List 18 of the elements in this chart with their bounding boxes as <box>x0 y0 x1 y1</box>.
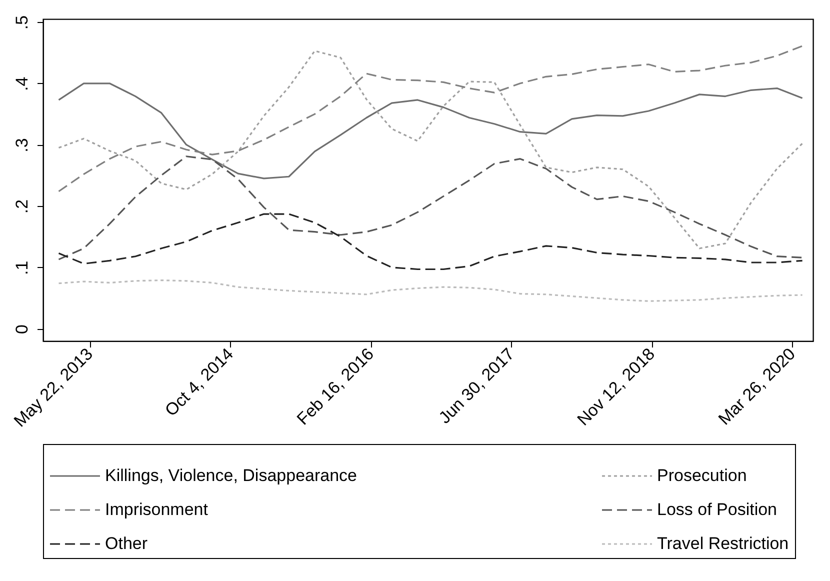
line-series <box>58 45 804 192</box>
legend-label: Travel Restriction <box>657 534 789 553</box>
y-tick-label: .5 <box>12 15 32 30</box>
line-series <box>58 82 804 180</box>
line-series <box>58 50 804 250</box>
y-tick-label: .3 <box>12 138 32 152</box>
legend-label: Killings, Violence, Disappearance <box>105 466 358 485</box>
y-tick-label: .2 <box>12 199 32 214</box>
y-tick-label: .1 <box>12 260 32 275</box>
legend-label: Other <box>105 534 148 553</box>
legend-label: Prosecution <box>657 466 747 485</box>
y-tick-label: 0 <box>12 324 32 334</box>
line-series <box>58 213 804 270</box>
legend-label: Imprisonment <box>105 500 208 519</box>
line-series <box>58 156 804 260</box>
y-tick-label: .4 <box>12 76 32 91</box>
legend-label: Loss of Position <box>657 500 778 519</box>
line-series <box>58 279 804 302</box>
